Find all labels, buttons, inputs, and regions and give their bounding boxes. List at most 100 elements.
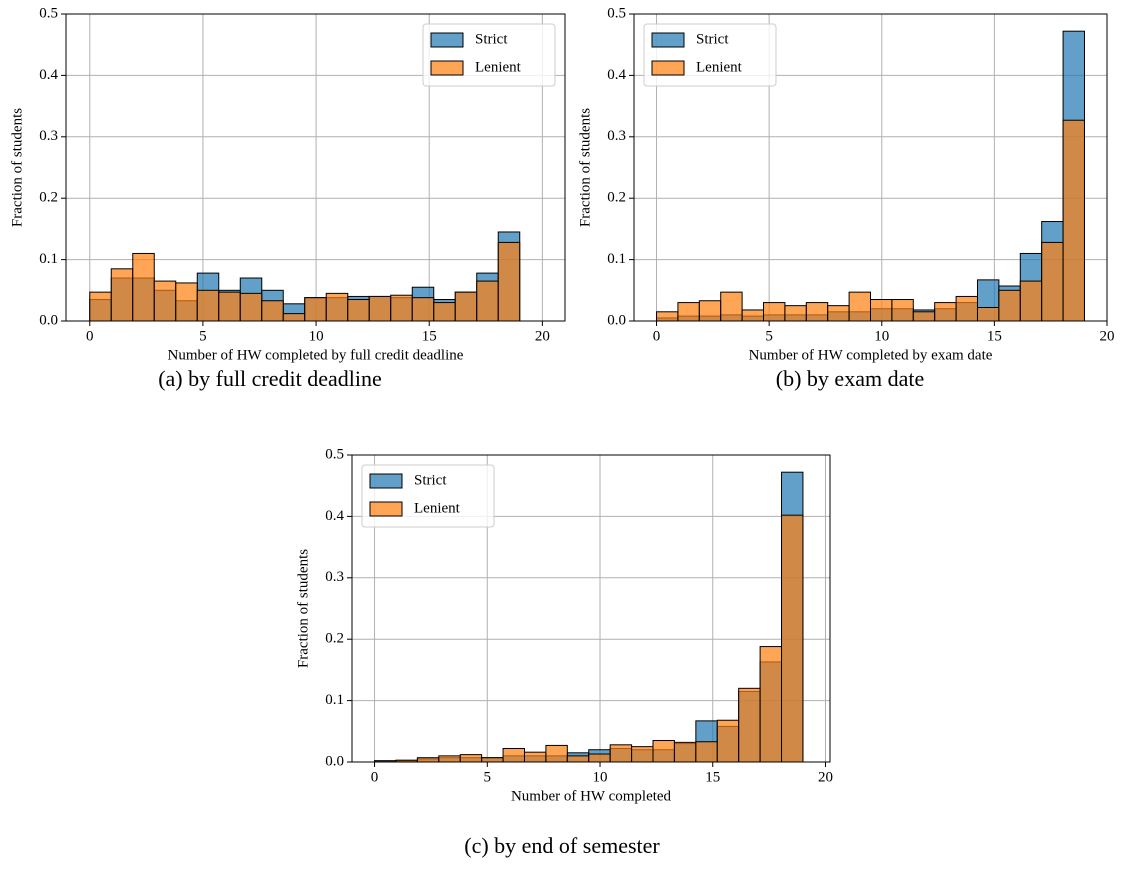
histogram-bar: [1041, 241, 1064, 322]
histogram-bar: [481, 757, 504, 763]
x-tick-label: 5: [199, 328, 207, 344]
histogram-bar: [781, 514, 804, 763]
histogram-bar: [218, 291, 241, 322]
histogram-bar: [805, 302, 829, 322]
y-tick-label: 0.5: [39, 5, 58, 21]
histogram-bar: [153, 280, 177, 322]
y-tick-label: 0.5: [325, 446, 344, 462]
x-tick-label: 0: [653, 328, 661, 344]
x-axis-label: Number of HW completed: [511, 788, 672, 804]
x-tick-label: 20: [535, 328, 550, 344]
histogram-bar: [566, 755, 590, 763]
y-tick-label: 0.4: [39, 67, 58, 83]
histogram-bar: [720, 291, 743, 322]
caption: (b) by exam date: [776, 366, 924, 391]
histogram-bar: [476, 280, 499, 322]
x-tick-label: 15: [422, 328, 437, 344]
chart-panel: 0 5 10 15 20 0.0 0.1 0.2 0.3 0.4 0.5 Strict Lenient N…: [9, 5, 566, 391]
y-tick-label: 0.2: [607, 190, 626, 206]
y-axis-label: Fraction of students: [9, 108, 25, 227]
histogram-bar: [912, 311, 936, 322]
histogram-bar: [631, 746, 654, 763]
histogram-bar: [433, 302, 456, 322]
x-tick-label: 5: [484, 769, 492, 785]
histogram-bar: [304, 297, 327, 322]
histogram-bar: [870, 299, 893, 322]
histogram-bar: [738, 687, 761, 763]
x-axis-label: Number of HW completed by exam date: [749, 347, 993, 363]
caption: (a) by full credit deadline: [158, 366, 382, 391]
histogram-bar: [454, 291, 478, 322]
histogram-bar: [347, 299, 370, 322]
legend-label: Strict: [475, 31, 508, 47]
caption: (c) by end of semester: [464, 833, 660, 858]
histogram-bar: [523, 751, 547, 763]
histogram-bar: [652, 740, 675, 763]
x-tick-label: 20: [1100, 328, 1115, 344]
x-tick-label: 10: [874, 328, 889, 344]
x-tick-label: 15: [705, 769, 720, 785]
histogram-bar: [698, 300, 722, 322]
histogram-bar: [1062, 119, 1085, 322]
histogram-bar: [1019, 280, 1043, 322]
y-tick-label: 0.2: [39, 190, 58, 206]
legend-swatch: [651, 60, 685, 76]
histogram-bar: [502, 747, 525, 763]
histogram-bar: [325, 292, 349, 322]
histogram-bar: [673, 741, 697, 763]
y-axis-label: Fraction of students: [295, 549, 311, 668]
histogram-bar: [759, 646, 783, 763]
y-axis-label: Fraction of students: [577, 108, 593, 227]
histogram-bar: [416, 757, 440, 763]
histogram-bar: [196, 289, 220, 322]
histogram-bar: [784, 305, 807, 322]
legend-swatch: [369, 473, 403, 489]
legend-swatch: [430, 60, 464, 76]
legend-swatch: [651, 32, 685, 48]
histogram-bar: [677, 302, 700, 322]
y-tick-label: 0.5: [607, 5, 626, 21]
legend-label: Lenient: [696, 59, 743, 75]
histogram-bar: [656, 311, 679, 322]
histogram-bar: [891, 299, 914, 322]
x-tick-label: 20: [818, 769, 833, 785]
y-tick-label: 0.1: [607, 251, 626, 267]
histogram-bar: [609, 744, 633, 763]
histogram-bar: [976, 306, 1000, 322]
chart-panel: 0 5 10 15 20 0.0 0.1 0.2 0.3 0.4 0.5 Strict Lenient N…: [577, 5, 1114, 391]
histogram-bar: [438, 755, 461, 763]
histogram-bar: [411, 297, 435, 322]
histogram-bar: [934, 302, 957, 322]
histogram-bar: [261, 300, 284, 322]
legend-label: Lenient: [475, 59, 522, 75]
legend-label: Lenient: [414, 500, 461, 516]
histogram-bar: [588, 753, 611, 763]
histogram-bar: [545, 744, 568, 763]
y-tick-label: 0.3: [607, 128, 626, 144]
histogram-bar: [848, 291, 871, 322]
y-tick-label: 0.3: [39, 128, 58, 144]
x-tick-label: 10: [309, 328, 324, 344]
legend-label: Strict: [696, 31, 729, 47]
histogram-bar: [716, 719, 740, 763]
y-tick-label: 0.3: [325, 569, 344, 585]
y-tick-label: 0.0: [39, 312, 58, 328]
x-tick-label: 10: [593, 769, 608, 785]
histogram-bar: [282, 313, 306, 322]
y-tick-label: 0.4: [325, 508, 344, 524]
histogram-bar: [998, 289, 1021, 322]
histogram-bar: [368, 295, 392, 322]
chart-panel: 0 5 10 15 20 0.0 0.1 0.2 0.3 0.4 0.5 Strict Lenient N…: [295, 446, 833, 858]
x-tick-label: 0: [86, 328, 94, 344]
histogram-bar: [89, 291, 112, 322]
histogram-bar: [763, 302, 786, 322]
histogram-bar: [132, 252, 155, 322]
y-tick-label: 0.1: [325, 692, 344, 708]
legend-swatch: [430, 32, 464, 48]
x-axis-label: Number of HW completed by full credit de…: [168, 347, 464, 363]
plot-frame: [65, 13, 566, 322]
legend-swatch: [369, 501, 403, 517]
x-tick-label: 15: [987, 328, 1002, 344]
y-tick-label: 0.4: [607, 67, 626, 83]
